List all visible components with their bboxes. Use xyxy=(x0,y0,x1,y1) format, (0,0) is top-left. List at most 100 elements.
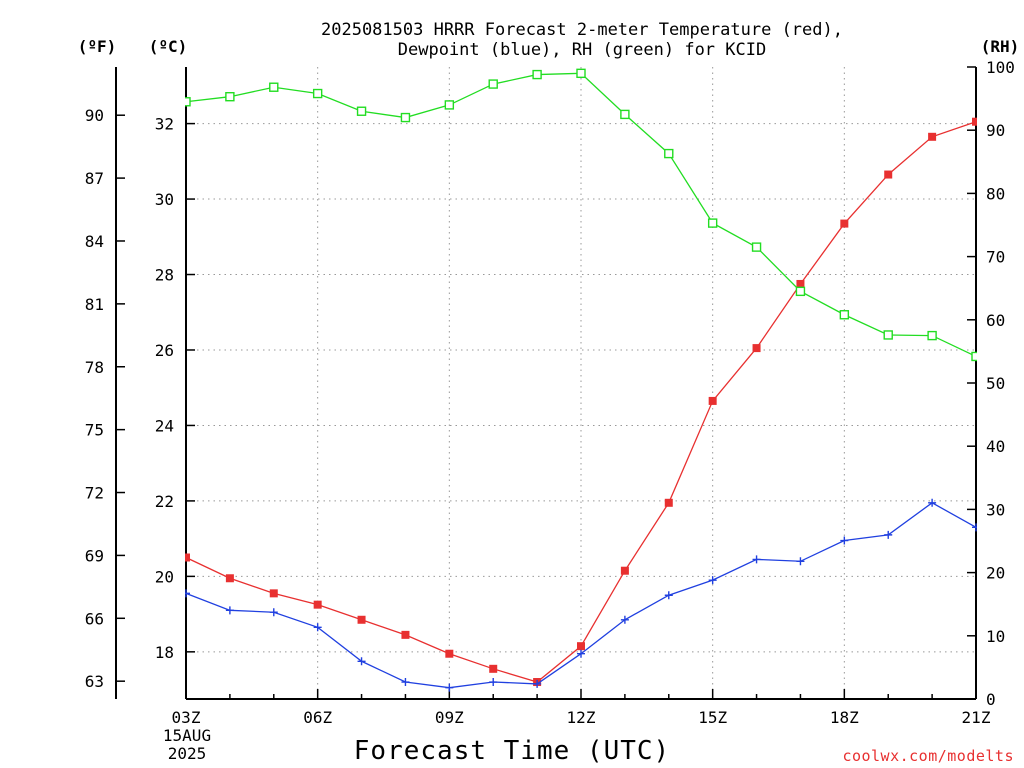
rh-point xyxy=(225,92,235,102)
rh-tick-label: 0 xyxy=(986,690,996,709)
rh-tick-label: 60 xyxy=(986,311,1005,330)
celsius-tick-label: 28 xyxy=(155,266,174,285)
series-group-1 xyxy=(185,498,977,692)
dewpoint-point xyxy=(840,536,849,545)
temperature-point xyxy=(357,615,366,624)
rh-tick-label: 30 xyxy=(986,500,1005,519)
celsius-unit-label: (ºC) xyxy=(149,37,188,56)
dewpoint-point xyxy=(972,523,977,532)
rh-point xyxy=(185,97,191,107)
celsius-tick-label: 30 xyxy=(155,190,174,209)
temperature-point xyxy=(928,132,937,141)
temperature-point xyxy=(489,664,498,673)
dewpoint-point xyxy=(752,555,761,564)
rh-tick-label: 40 xyxy=(986,437,1005,456)
temperature-point xyxy=(840,219,849,228)
dewpoint-point xyxy=(313,623,322,632)
temperature-point xyxy=(577,642,585,651)
rh-tick-label: 20 xyxy=(986,564,1005,583)
temperature-point xyxy=(796,279,805,288)
fahrenheit-tick-label: 69 xyxy=(85,546,104,565)
fahrenheit-tick-label: 75 xyxy=(85,421,104,440)
temperature-point xyxy=(752,344,761,353)
temperature-point xyxy=(664,498,673,507)
fahrenheit-tick-label: 90 xyxy=(85,106,104,125)
rh-tick-label: 80 xyxy=(986,184,1005,203)
dewpoint-point xyxy=(225,606,234,615)
fahrenheit-unit-label: (ºF) xyxy=(78,37,117,56)
dewpoint-point xyxy=(708,576,717,585)
rh-tick-label: 100 xyxy=(986,58,1015,77)
rh-point xyxy=(927,330,937,341)
temperature-point xyxy=(620,566,629,575)
rh-point xyxy=(751,242,762,252)
dewpoint-point xyxy=(489,678,498,687)
x-axis-title: Forecast Time (UTC) xyxy=(354,736,670,766)
rh-unit-label: (RH) xyxy=(981,37,1020,56)
rh-point xyxy=(576,68,586,79)
rh-point xyxy=(883,330,893,340)
watermark: coolwx.com/modelts xyxy=(842,747,1014,765)
fahrenheit-tick-label: 72 xyxy=(85,484,104,503)
fahrenheit-tick-label: 66 xyxy=(85,609,104,628)
rh-point xyxy=(839,310,850,320)
temperature-point xyxy=(972,117,977,126)
rh-point xyxy=(620,109,630,120)
x-tick-label: 15Z xyxy=(698,708,727,727)
fahrenheit-tick-label: 63 xyxy=(85,672,104,691)
dewpoint-point xyxy=(796,557,805,566)
x-tick-label: 09Z xyxy=(435,708,464,727)
celsius-tick-label: 32 xyxy=(155,115,174,134)
dewpoint-point xyxy=(185,589,190,598)
celsius-tick-label: 20 xyxy=(155,567,174,586)
dewpoint-point xyxy=(884,530,893,539)
celsius-tick-label: 26 xyxy=(155,341,174,360)
dewpoint-point xyxy=(357,657,366,666)
x-tick-label: 18Z xyxy=(830,708,859,727)
temperature-point xyxy=(313,600,322,609)
rh-point xyxy=(971,351,977,362)
x-date-year-label: 2025 xyxy=(168,744,207,763)
temperature-point xyxy=(708,396,717,405)
rh-point xyxy=(444,100,455,110)
temperature-point xyxy=(445,649,454,658)
rh-point xyxy=(795,286,806,297)
data-series xyxy=(185,68,977,692)
dewpoint-point xyxy=(928,498,937,507)
temperature-point xyxy=(185,553,190,562)
celsius-tick-label: 24 xyxy=(155,416,174,435)
fahrenheit-tick-label: 81 xyxy=(85,295,104,314)
x-tick-label: 03Z xyxy=(172,708,201,727)
rh-point xyxy=(707,218,718,228)
gridlines xyxy=(186,67,976,699)
rh-point xyxy=(312,88,323,99)
rh-point xyxy=(356,106,367,116)
dewpoint-point xyxy=(577,649,585,658)
dewpoint-point xyxy=(269,608,278,617)
dewpoint-point xyxy=(664,591,673,600)
rh-point xyxy=(269,82,279,92)
rh-point xyxy=(532,69,542,80)
celsius-tick-label: 18 xyxy=(155,643,174,662)
rh-point xyxy=(664,148,674,159)
x-tick-label: 21Z xyxy=(962,708,991,727)
fahrenheit-tick-label: 78 xyxy=(85,358,104,377)
fahrenheit-tick-label: 84 xyxy=(85,232,104,251)
rh-point xyxy=(488,79,498,89)
rh-point xyxy=(400,112,411,123)
temperature-point xyxy=(225,574,234,583)
x-tick-label: 12Z xyxy=(567,708,596,727)
x-tick-label: 06Z xyxy=(303,708,332,727)
chart-title-line-1: 2025081503 HRRR Forecast 2-meter Tempera… xyxy=(321,20,843,40)
temperature-point xyxy=(269,589,278,598)
temperature-point xyxy=(884,170,893,179)
rh-tick-label: 90 xyxy=(986,121,1005,140)
rh-tick-label: 10 xyxy=(986,627,1005,646)
fahrenheit-tick-label: 87 xyxy=(85,169,104,188)
rh-tick-label: 50 xyxy=(986,374,1005,393)
dewpoint-point xyxy=(401,678,410,687)
rh-tick-label: 70 xyxy=(986,248,1005,267)
series-group-2 xyxy=(185,68,977,362)
